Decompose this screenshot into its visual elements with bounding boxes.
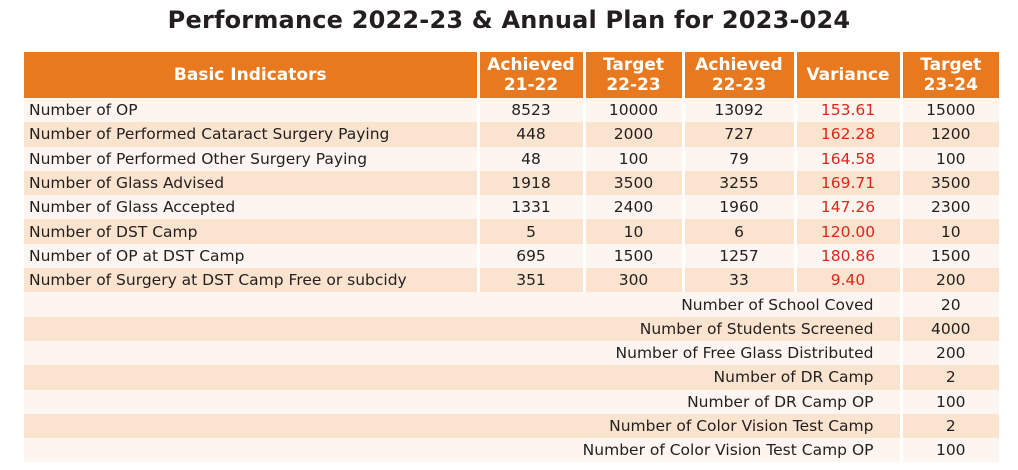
target-22-23-cell: 2400: [584, 195, 685, 220]
table-row: Number of DR Camp OP 100: [24, 389, 999, 414]
table-row: Number of OP at DST Camp 695 1500 1257 180.8…: [24, 243, 999, 269]
target-23-24-cell: 10: [901, 219, 999, 244]
indicator-cell: Number of Performed Other Surgery Paying: [24, 146, 480, 171]
variance-cell: 153.61: [795, 98, 903, 123]
target-23-24-cell: 100: [901, 389, 999, 414]
header-target-23-24: Target 23-24: [901, 52, 999, 98]
table-row: Number of OP 8523 10000 13092 153.61 15000: [24, 98, 999, 123]
target-23-24-cell: 4000: [901, 316, 999, 341]
table-row: Number of DST Camp 5 10 6 120.00 10: [24, 219, 999, 244]
target-23-24-cell: 1200: [901, 122, 999, 147]
target-23-24-cell: 200: [901, 340, 999, 366]
table-row: Number of Students Screened 4000: [24, 316, 999, 341]
variance-cell: 9.40: [795, 268, 903, 293]
table-row: Number of Glass Advised 1918 3500 3255 169.7…: [24, 170, 999, 196]
target-23-24-cell: 2300: [901, 195, 999, 220]
plan-indicator-cell: Number of Color Vision Test Camp: [24, 413, 903, 439]
page-title: Performance 2022-23 & Annual Plan for 20…: [167, 6, 851, 34]
target-22-23-cell: 10: [584, 219, 685, 244]
plan-indicator-cell: Number of Students Screened: [24, 316, 903, 341]
plan-indicator-cell: Number of DR Camp OP: [24, 389, 903, 414]
target-23-24-cell: 100: [901, 438, 999, 463]
header-period: 21-22: [503, 75, 559, 95]
achieved-21-22-cell: 8523: [478, 98, 586, 123]
target-22-23-cell: 100: [584, 146, 685, 171]
header-target-22-23: Target 22-23: [584, 52, 685, 98]
achieved-21-22-cell: 1918: [478, 170, 586, 196]
header-period: 22-23: [606, 75, 661, 95]
target-22-23-cell: 3500: [584, 170, 685, 196]
plan-indicator-cell: Number of Free Glass Distributed: [24, 340, 903, 366]
target-23-24-cell: 2: [901, 413, 999, 439]
header-label: Achieved: [487, 55, 575, 75]
header-label: Target: [920, 55, 982, 75]
target-22-23-cell: 300: [584, 268, 685, 293]
variance-cell: 162.28: [795, 122, 903, 147]
achieved-22-23-cell: 33: [683, 268, 797, 293]
indicator-cell: Number of Glass Advised: [24, 170, 480, 196]
achieved-21-22-cell: 1331: [478, 195, 586, 220]
target-23-24-cell: 20: [901, 292, 999, 317]
header-label: Achieved: [695, 55, 783, 75]
variance-cell: 120.00: [795, 219, 903, 244]
target-23-24-cell: 200: [901, 268, 999, 293]
achieved-22-23-cell: 13092: [683, 98, 797, 123]
indicator-cell: Number of OP: [24, 98, 480, 123]
target-23-24-cell: 2: [901, 365, 999, 390]
target-23-24-cell: 15000: [901, 98, 999, 123]
indicator-cell: Number of OP at DST Camp: [24, 243, 480, 269]
indicator-cell: Number of Performed Cataract Surgery Pay…: [24, 122, 480, 147]
header-period: 23-24: [923, 75, 978, 95]
achieved-22-23-cell: 79: [683, 146, 797, 171]
table-row: Number of Performed Other Surgery Paying…: [24, 146, 999, 171]
header-label: Target: [602, 55, 665, 75]
variance-cell: 147.26: [795, 195, 903, 220]
table-row: Number of Performed Cataract Surgery Pay…: [24, 122, 999, 147]
target-22-23-cell: 2000: [584, 122, 685, 147]
performance-table: Basic Indicators Achieved 21-22 Target 2…: [24, 52, 999, 463]
variance-cell: 180.86: [795, 243, 903, 269]
target-22-23-cell: 10000: [584, 98, 685, 123]
header-achieved-21-22: Achieved 21-22: [478, 52, 586, 98]
header-row: Basic Indicators Achieved 21-22 Target 2…: [24, 52, 999, 98]
achieved-21-22-cell: 5: [478, 219, 586, 244]
header-achieved-22-23: Achieved 22-23: [683, 52, 797, 98]
header-basic-indicators: Basic Indicators: [24, 52, 480, 98]
table-row: Number of Free Glass Distributed 200: [24, 340, 999, 366]
table-row: Number of Color Vision Test Camp OP 100: [24, 438, 999, 463]
table-row: Number of Glass Accepted 1331 2400 1960 147.…: [24, 195, 999, 220]
table-row: Number of School Coved 20: [24, 292, 999, 317]
achieved-22-23-cell: 1257: [683, 243, 797, 269]
achieved-21-22-cell: 695: [478, 243, 586, 269]
header-variance: Variance: [795, 52, 903, 98]
variance-cell: 169.71: [795, 170, 903, 196]
achieved-22-23-cell: 6: [683, 219, 797, 244]
achieved-22-23-cell: 727: [683, 122, 797, 147]
target-23-24-cell: 3500: [901, 170, 999, 196]
plan-indicator-cell: Number of Color Vision Test Camp OP: [24, 438, 903, 463]
header-period: 22-23: [711, 75, 767, 95]
table-row: Number of DR Camp 2: [24, 365, 999, 390]
target-23-24-cell: 1500: [901, 243, 999, 269]
indicator-cell: Number of DST Camp: [24, 219, 480, 244]
plan-indicator-cell: Number of DR Camp: [24, 365, 903, 390]
achieved-21-22-cell: 351: [478, 268, 586, 293]
target-23-24-cell: 100: [901, 146, 999, 171]
plan-indicator-cell: Number of School Coved: [24, 292, 903, 317]
achieved-22-23-cell: 1960: [683, 195, 797, 220]
variance-cell: 164.58: [795, 146, 903, 171]
indicator-cell: Number of Glass Accepted: [24, 195, 480, 220]
achieved-21-22-cell: 448: [478, 122, 586, 147]
indicator-cell: Number of Surgery at DST Camp Free or su…: [24, 268, 480, 293]
table-row: Number of Surgery at DST Camp Free or su…: [24, 268, 999, 293]
achieved-22-23-cell: 3255: [683, 170, 797, 196]
target-22-23-cell: 1500: [584, 243, 685, 269]
table-body: Number of OP 8523 10000 13092 153.61 15000 Num…: [24, 98, 999, 463]
achieved-21-22-cell: 48: [478, 146, 586, 171]
table-row: Number of Color Vision Test Camp 2: [24, 413, 999, 439]
